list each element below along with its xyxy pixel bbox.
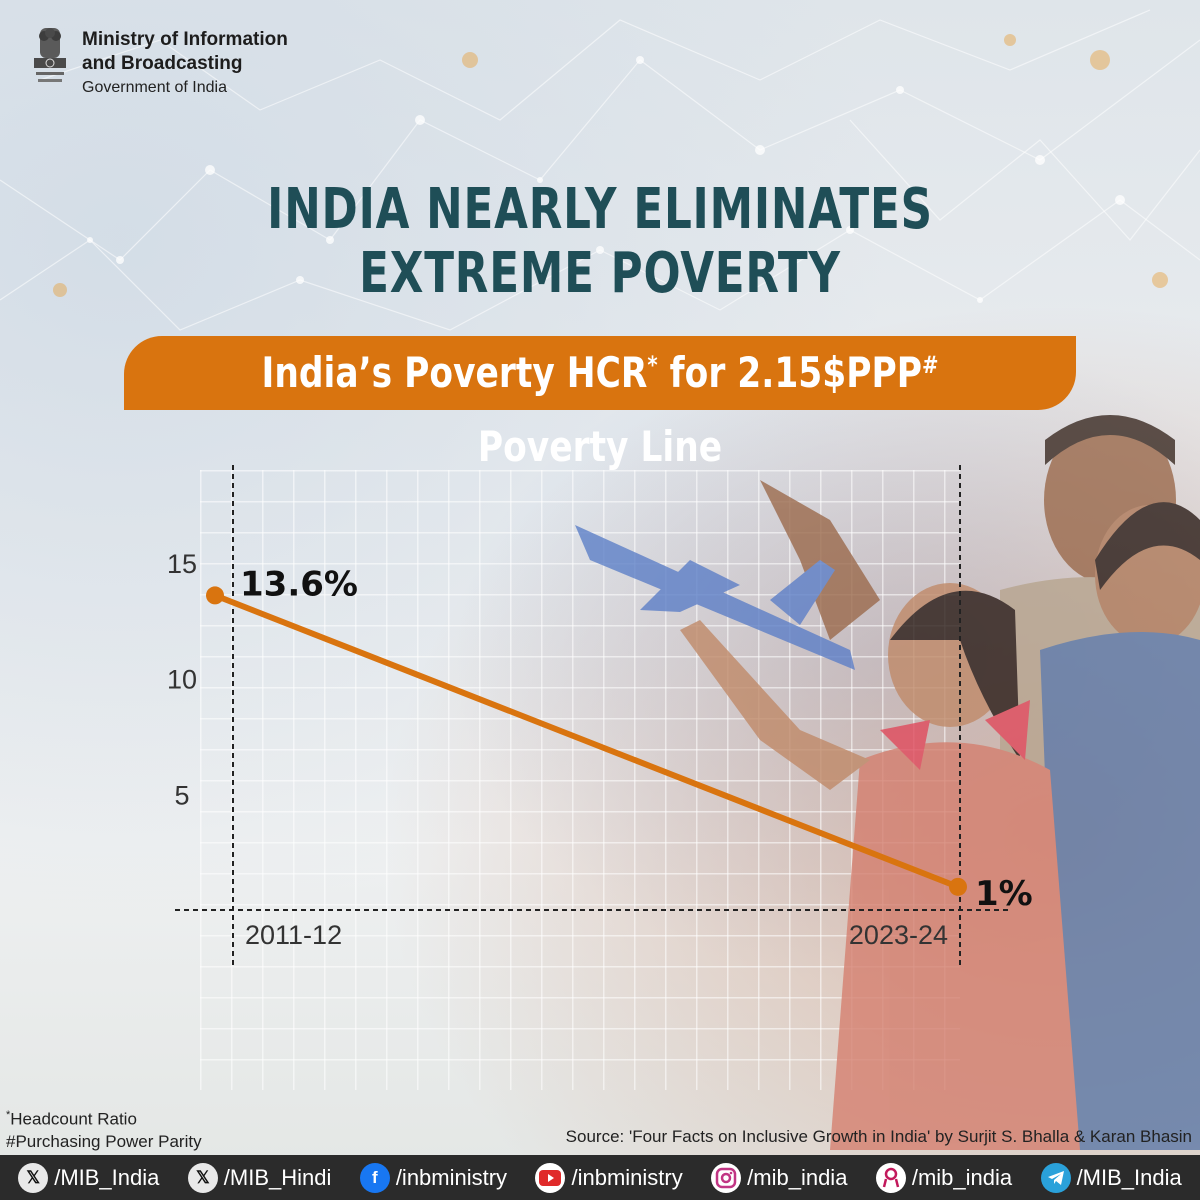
x-tick-label: 2023-24: [849, 920, 948, 950]
social-handle: /MIB_Hindi: [223, 1164, 332, 1190]
subtitle-banner-text: India’s Poverty HCR* for 2.15$PPP# Pover…: [210, 336, 991, 471]
ministry-header: Ministry of Information and Broadcasting…: [26, 24, 288, 100]
source-note: Source: 'Four Facts on Inclusive Growth …: [565, 1127, 1192, 1146]
banner-asterisk: *: [647, 351, 658, 379]
social-handle: /mib_india: [747, 1164, 848, 1190]
social-link[interactable]: 𝕏/MIB_Hindi: [187, 1162, 332, 1193]
ministry-name-line1: Ministry of Information: [82, 29, 288, 50]
title-line2: EXTREME POVERTY: [359, 241, 841, 306]
social-link[interactable]: /mib_india: [711, 1162, 848, 1193]
instagram-icon: [711, 1162, 742, 1193]
ministry-name-line2: and Broadcasting: [82, 53, 243, 74]
youtube-icon: [535, 1162, 566, 1193]
y-tick-label: 10: [167, 665, 197, 695]
social-handle: /mib_india: [911, 1164, 1013, 1190]
footnote-hcr: *Headcount Ratio: [6, 1104, 202, 1131]
social-handle: /MIB_India: [54, 1164, 160, 1190]
banner-text-part2: for 2.15$PPP: [657, 348, 922, 397]
banner-text-part3: Poverty Line: [477, 422, 723, 471]
series-line: [212, 592, 961, 890]
social-footer: 𝕏/MIB_India 𝕏/MIB_Hindi f/inbministry/inbm…: [0, 1155, 1200, 1200]
social-link[interactable]: /mib_india: [875, 1162, 1013, 1193]
subtitle-banner: [124, 336, 1076, 410]
data-point: [206, 586, 224, 605]
social-link[interactable]: /MIB_India: [1040, 1162, 1182, 1193]
data-label-end: 1%: [975, 874, 1033, 914]
x-icon: 𝕏: [18, 1162, 49, 1193]
koo-icon: [875, 1162, 906, 1193]
data-label-start: 13.6%: [240, 564, 358, 604]
telegram-icon: [1040, 1162, 1071, 1193]
social-handle: /inbministry: [571, 1164, 683, 1190]
social-link[interactable]: /inbministry: [535, 1162, 683, 1193]
banner-text-part1: India’s Poverty HCR: [261, 348, 648, 397]
footnote-hcr-mark: *: [6, 1109, 11, 1121]
data-point: [949, 877, 967, 896]
facebook-icon: f: [359, 1162, 390, 1193]
y-tick-label: 15: [167, 549, 197, 579]
title-line1: INDIA NEARLY ELIMINATES: [267, 177, 933, 242]
footnotes: *Headcount Ratio #Purchasing Power Parit…: [6, 1104, 202, 1153]
x-icon: 𝕏: [187, 1162, 218, 1193]
social-handle: /inbministry: [395, 1164, 508, 1190]
page-title: INDIA NEARLY ELIMINATES EXTREME POVERTY: [132, 178, 1068, 306]
national-emblem-icon: [34, 28, 66, 82]
x-tick-label: 2011-12: [245, 920, 342, 950]
social-handle: /MIB_India: [1076, 1164, 1182, 1190]
footnote-ppp: #Purchasing Power Parity: [6, 1131, 202, 1151]
banner-hash: #: [921, 351, 939, 379]
footnote-hcr-text: Headcount Ratio: [10, 1109, 137, 1129]
social-link[interactable]: f/inbministry: [359, 1162, 508, 1193]
government-label: Government of India: [82, 79, 227, 96]
social-link[interactable]: 𝕏/MIB_India: [18, 1162, 160, 1193]
y-tick-label: 5: [174, 780, 189, 810]
